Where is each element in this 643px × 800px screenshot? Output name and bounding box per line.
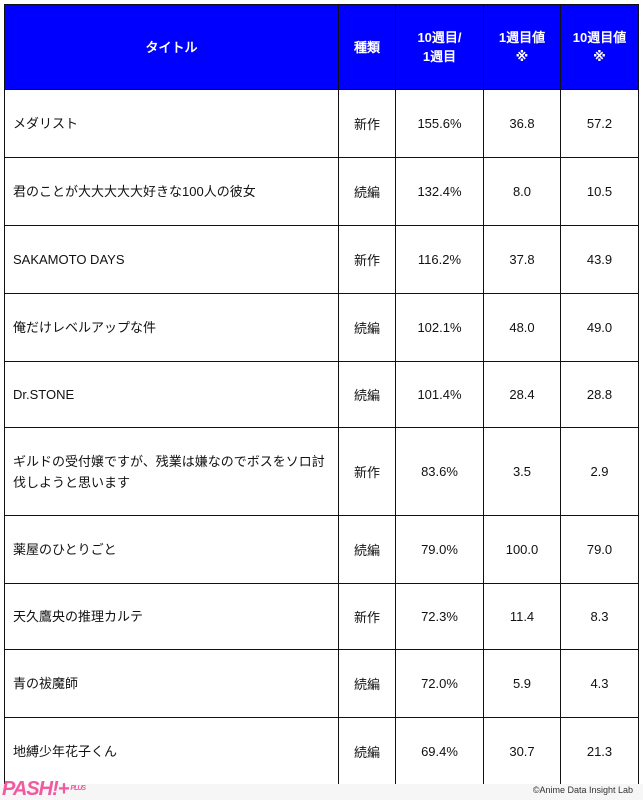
title-cell: 地縛少年花子くん: [4, 717, 339, 785]
table-row: 天久鷹央の推理カルテ 新作 72.3% 11.4 8.3: [4, 583, 639, 650]
table-row: 地縛少年花子くん 続編 69.4% 30.7 21.3: [4, 717, 639, 785]
header-title: タイトル: [4, 4, 339, 90]
type-cell: 新作: [338, 583, 396, 650]
ratio-cell: 102.1%: [395, 293, 484, 362]
header-week10: 10週目値 ※: [560, 4, 639, 90]
ranking-table: タイトル 種類 10週目/1週目 1週目値 ※ 10週目値 ※ メダリスト 新作 155…: [4, 4, 639, 785]
week10-value-cell: 8.3: [560, 583, 639, 650]
week1-value-cell: 11.4: [483, 583, 561, 650]
header-type: 種類: [338, 4, 396, 90]
ratio-cell: 79.0%: [395, 515, 484, 584]
type-cell: 続編: [338, 293, 396, 362]
week1-value-cell: 28.4: [483, 361, 561, 428]
type-cell: 続編: [338, 649, 396, 718]
table-row: メダリスト 新作 155.6% 36.8 57.2: [4, 89, 639, 158]
title-cell: ギルドの受付嬢ですが、残業は嫌なのでボスをソロ討伐しようと思います: [4, 427, 339, 516]
ratio-cell: 72.3%: [395, 583, 484, 650]
title-cell: 天久鷹央の推理カルテ: [4, 583, 339, 650]
table-row: 青の祓魔師 続編 72.0% 5.9 4.3: [4, 649, 639, 718]
logo-sub: PLUS: [70, 785, 86, 792]
table-row: SAKAMOTO DAYS 新作 116.2% 37.8 43.9: [4, 225, 639, 294]
week10-value-cell: 43.9: [560, 225, 639, 294]
ratio-cell: 83.6%: [395, 427, 484, 516]
ratio-cell: 132.4%: [395, 157, 484, 226]
ratio-cell: 101.4%: [395, 361, 484, 428]
logo-text: PASH!+: [2, 778, 69, 800]
table-row: ギルドの受付嬢ですが、残業は嫌なのでボスをソロ討伐しようと思います 新作 83.6%…: [4, 427, 639, 516]
type-cell: 新作: [338, 89, 396, 158]
type-cell: 続編: [338, 361, 396, 428]
week10-value-cell: 4.3: [560, 649, 639, 718]
week1-value-cell: 36.8: [483, 89, 561, 158]
week10-value-cell: 57.2: [560, 89, 639, 158]
header-week1: 1週目値 ※: [483, 4, 561, 90]
week10-value-cell: 28.8: [560, 361, 639, 428]
header-row: タイトル 種類 10週目/1週目 1週目値 ※ 10週目値 ※: [4, 4, 639, 90]
title-cell: メダリスト: [4, 89, 339, 158]
type-cell: 続編: [338, 717, 396, 785]
week10-value-cell: 21.3: [560, 717, 639, 785]
week1-value-cell: 48.0: [483, 293, 561, 362]
table-row: 君のことが大大大大大好きな100人の彼女 続編 132.4% 8.0 10.5: [4, 157, 639, 226]
header-ratio: 10週目/1週目: [395, 4, 484, 90]
week1-value-cell: 100.0: [483, 515, 561, 584]
copyright: ©Anime Data Insight Lab: [532, 785, 633, 795]
footer-bar: [0, 784, 643, 800]
ratio-cell: 155.6%: [395, 89, 484, 158]
week1-value-cell: 8.0: [483, 157, 561, 226]
type-cell: 新作: [338, 225, 396, 294]
week1-value-cell: 5.9: [483, 649, 561, 718]
pash-plus-logo: PASH!+ PLUS: [2, 778, 86, 800]
type-cell: 続編: [338, 515, 396, 584]
table-row: 俺だけレベルアップな件 続編 102.1% 48.0 49.0: [4, 293, 639, 362]
table-row: Dr.STONE 続編 101.4% 28.4 28.8: [4, 361, 639, 428]
week1-value-cell: 30.7: [483, 717, 561, 785]
title-cell: 俺だけレベルアップな件: [4, 293, 339, 362]
title-cell: 青の祓魔師: [4, 649, 339, 718]
week10-value-cell: 79.0: [560, 515, 639, 584]
title-cell: SAKAMOTO DAYS: [4, 225, 339, 294]
week10-value-cell: 49.0: [560, 293, 639, 362]
title-cell: 君のことが大大大大大好きな100人の彼女: [4, 157, 339, 226]
type-cell: 続編: [338, 157, 396, 226]
week10-value-cell: 2.9: [560, 427, 639, 516]
title-cell: 薬屋のひとりごと: [4, 515, 339, 584]
table-row: 薬屋のひとりごと 続編 79.0% 100.0 79.0: [4, 515, 639, 584]
week1-value-cell: 37.8: [483, 225, 561, 294]
week10-value-cell: 10.5: [560, 157, 639, 226]
ratio-cell: 72.0%: [395, 649, 484, 718]
title-cell: Dr.STONE: [4, 361, 339, 428]
ratio-cell: 69.4%: [395, 717, 484, 785]
week1-value-cell: 3.5: [483, 427, 561, 516]
type-cell: 新作: [338, 427, 396, 516]
ratio-cell: 116.2%: [395, 225, 484, 294]
